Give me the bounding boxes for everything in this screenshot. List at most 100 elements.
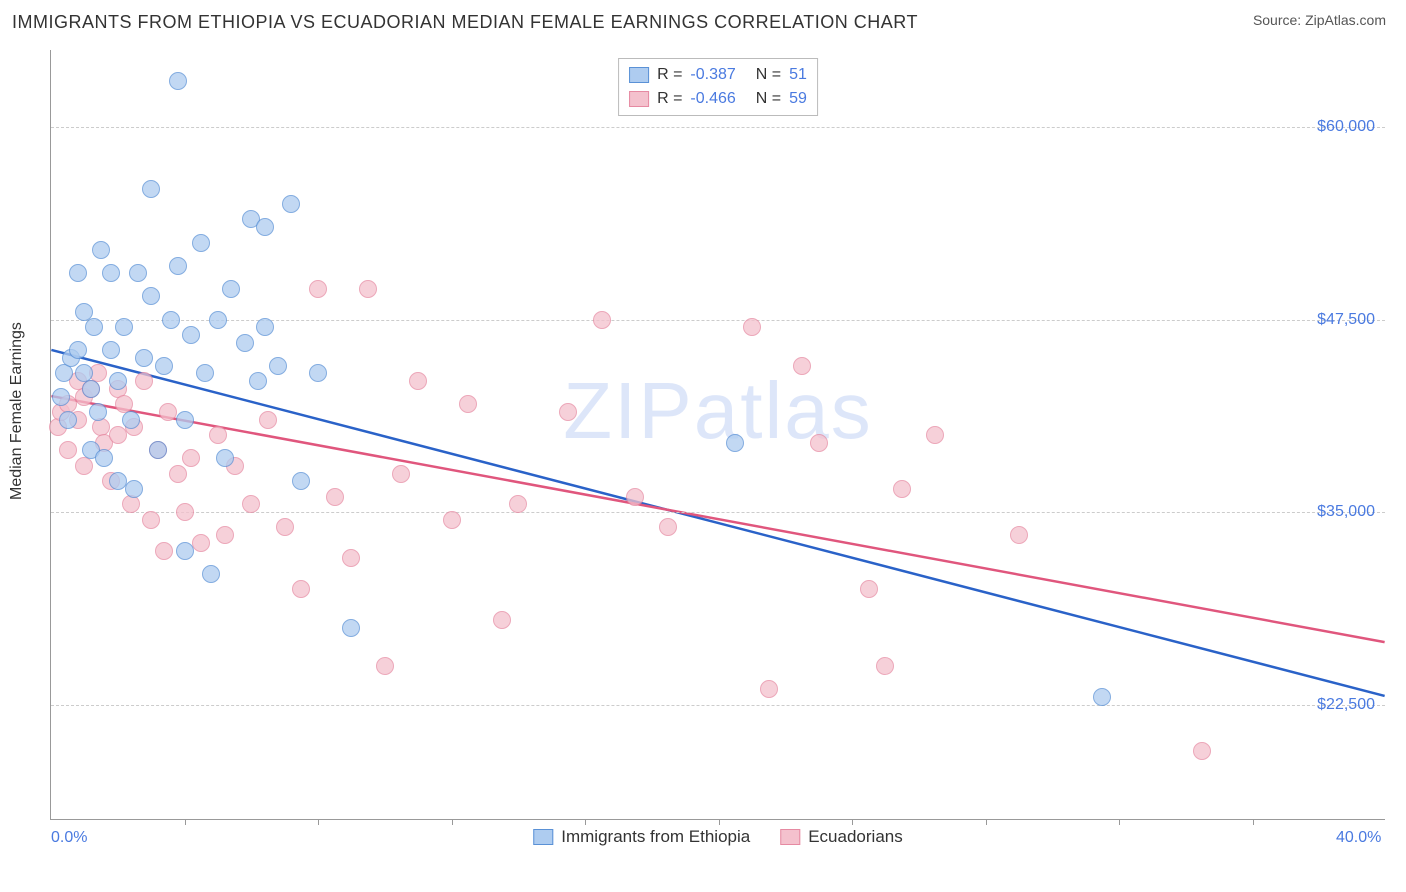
correlation-legend: R =-0.387N =51R =-0.466N =59 (618, 58, 818, 116)
ecuadorians-point (493, 611, 511, 629)
ethiopia-point (109, 472, 127, 490)
ecuadorians-point (142, 511, 160, 529)
scatter-chart: ZIPatlas R =-0.387N =51R =-0.466N =59 Im… (50, 50, 1385, 820)
ethiopia-point (216, 449, 234, 467)
ethiopia-point (1093, 688, 1111, 706)
ecuadorians-point (209, 426, 227, 444)
ecuadorians-point (793, 357, 811, 375)
legend-row: R =-0.387N =51 (629, 63, 807, 87)
legend-item: Ecuadorians (780, 827, 903, 847)
ethiopia-point (109, 372, 127, 390)
ethiopia-point (249, 372, 267, 390)
x-tick-mark (318, 819, 319, 825)
ecuadorians-point (1010, 526, 1028, 544)
ethiopia-point (125, 480, 143, 498)
source-label: Source: ZipAtlas.com (1253, 12, 1386, 28)
ethiopia-point (196, 364, 214, 382)
ethiopia-point (95, 449, 113, 467)
ecuadorians-point (109, 426, 127, 444)
gridline (51, 127, 1385, 128)
ethiopia-point (85, 318, 103, 336)
ecuadorians-point (409, 372, 427, 390)
ecuadorians-point (59, 441, 77, 459)
legend-swatch (629, 91, 649, 107)
ecuadorians-point (242, 495, 260, 513)
ecuadorians-point (216, 526, 234, 544)
ethiopia-point (149, 441, 167, 459)
gridline (51, 705, 1385, 706)
legend-label: Immigrants from Ethiopia (561, 827, 750, 847)
page-title: IMMIGRANTS FROM ETHIOPIA VS ECUADORIAN M… (12, 12, 918, 33)
y-axis-label: Median Female Earnings (8, 322, 26, 500)
ethiopia-point (236, 334, 254, 352)
legend-item: Immigrants from Ethiopia (533, 827, 750, 847)
legend-r-label: R = (657, 63, 682, 87)
ecuadorians-point (876, 657, 894, 675)
y-tick-label: $35,000 (1317, 503, 1375, 521)
ethiopia-point (282, 195, 300, 213)
legend-label: Ecuadorians (808, 827, 903, 847)
ethiopia-point (155, 357, 173, 375)
ecuadorians-point (176, 503, 194, 521)
ecuadorians-point (342, 549, 360, 567)
ethiopia-point (102, 341, 120, 359)
ethiopia-point (162, 311, 180, 329)
ecuadorians-point (376, 657, 394, 675)
ethiopia-point (202, 565, 220, 583)
ecuadorians-point (292, 580, 310, 598)
ethiopia-point (69, 264, 87, 282)
x-tick-mark (852, 819, 853, 825)
ecuadorians-point (359, 280, 377, 298)
ecuadorians-point (159, 403, 177, 421)
legend-n-label: N = (756, 87, 781, 111)
ecuadorians-point (743, 318, 761, 336)
legend-swatch (780, 829, 800, 845)
ethiopia-point (82, 380, 100, 398)
gridline (51, 320, 1385, 321)
ecuadorians-point (192, 534, 210, 552)
ethiopia-point (89, 403, 107, 421)
x-tick-label: 0.0% (51, 829, 87, 847)
legend-swatch (629, 67, 649, 83)
ecuadorians-point (659, 518, 677, 536)
legend-r-label: R = (657, 87, 682, 111)
ecuadorians-point (860, 580, 878, 598)
ethiopia-point (222, 280, 240, 298)
ecuadorians-point (392, 465, 410, 483)
x-tick-mark (452, 819, 453, 825)
ethiopia-point (169, 257, 187, 275)
x-tick-label: 40.0% (1336, 829, 1381, 847)
legend-row: R =-0.466N =59 (629, 87, 807, 111)
ethiopia-point (176, 411, 194, 429)
x-tick-mark (185, 819, 186, 825)
ethiopia-point (182, 326, 200, 344)
legend-swatch (533, 829, 553, 845)
ethiopia-point (52, 388, 70, 406)
y-tick-label: $22,500 (1317, 696, 1375, 714)
legend-r-value: -0.387 (690, 63, 735, 87)
ecuadorians-point (443, 511, 461, 529)
ecuadorians-point (810, 434, 828, 452)
ecuadorians-point (155, 542, 173, 560)
ethiopia-point (169, 72, 187, 90)
ethiopia-point (59, 411, 77, 429)
ecuadorians-point (259, 411, 277, 429)
ethiopia-point (122, 411, 140, 429)
ethiopia-point (55, 364, 73, 382)
ethiopia-point (309, 364, 327, 382)
ethiopia-point (129, 264, 147, 282)
ecuadorians-point (326, 488, 344, 506)
ecuadorians-point (893, 480, 911, 498)
ecuadorians-point (276, 518, 294, 536)
ecuadorians-point (509, 495, 527, 513)
series-legend: Immigrants from Ethiopia Ecuadorians (533, 827, 902, 847)
ecuadorians-point (1193, 742, 1211, 760)
ethiopia-point (135, 349, 153, 367)
ethiopia-point (142, 287, 160, 305)
legend-n-label: N = (756, 63, 781, 87)
ethiopia-point (256, 318, 274, 336)
ethiopia-point (726, 434, 744, 452)
ethiopia-point (176, 542, 194, 560)
x-tick-mark (1119, 819, 1120, 825)
ecuadorians-point (559, 403, 577, 421)
